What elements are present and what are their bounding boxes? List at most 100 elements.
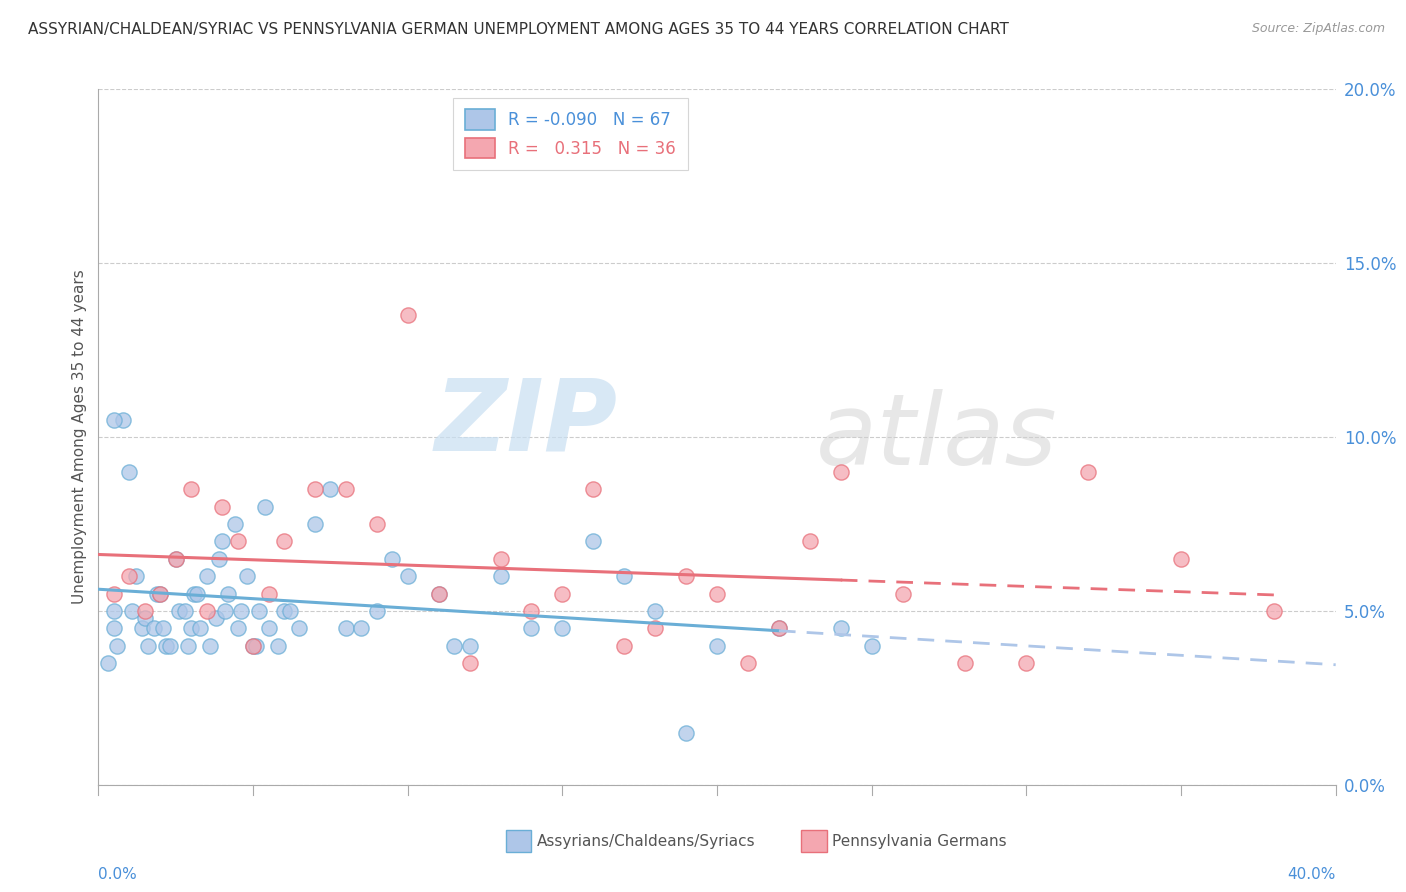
Point: [245, 639, 267, 653]
Point: [278, 604, 301, 618]
Point: [799, 534, 821, 549]
Point: [226, 534, 249, 549]
Point: [458, 639, 481, 653]
Point: [131, 621, 153, 635]
Point: [143, 621, 166, 635]
Point: [190, 621, 212, 635]
Text: 40.0%: 40.0%: [1288, 867, 1336, 882]
Point: [1263, 604, 1285, 618]
Point: [1077, 465, 1099, 479]
Point: [1170, 551, 1192, 566]
Point: [211, 534, 233, 549]
Point: [149, 587, 172, 601]
Point: [124, 569, 146, 583]
Point: [149, 587, 172, 601]
Text: atlas: atlas: [815, 389, 1057, 485]
Point: [214, 604, 236, 618]
Point: [427, 587, 450, 601]
Point: [257, 621, 280, 635]
Point: [860, 639, 883, 653]
Point: [427, 587, 450, 601]
Point: [520, 621, 543, 635]
Text: Source: ZipAtlas.com: Source: ZipAtlas.com: [1251, 22, 1385, 36]
Point: [489, 551, 512, 566]
Point: [229, 604, 252, 618]
Point: [706, 587, 728, 601]
Point: [195, 604, 218, 618]
Point: [768, 621, 790, 635]
Point: [97, 657, 120, 671]
Point: [165, 551, 187, 566]
Point: [381, 551, 404, 566]
Point: [186, 587, 208, 601]
Point: [211, 500, 233, 514]
Point: [103, 621, 125, 635]
Point: [226, 621, 249, 635]
Point: [319, 482, 342, 496]
Point: [551, 587, 574, 601]
Point: [118, 569, 141, 583]
Point: [205, 611, 228, 625]
Point: [582, 534, 605, 549]
Point: [644, 604, 666, 618]
Y-axis label: Unemployment Among Ages 35 to 44 years: Unemployment Among Ages 35 to 44 years: [72, 269, 87, 605]
Point: [953, 657, 976, 671]
Point: [396, 569, 419, 583]
Text: ASSYRIAN/CHALDEAN/SYRIAC VS PENNSYLVANIA GERMAN UNEMPLOYMENT AMONG AGES 35 TO 44: ASSYRIAN/CHALDEAN/SYRIAC VS PENNSYLVANIA…: [28, 22, 1010, 37]
Point: [103, 587, 125, 601]
Point: [335, 621, 357, 635]
Point: [121, 604, 143, 618]
Point: [208, 551, 231, 566]
Text: Assyrians/Chaldeans/Syriacs: Assyrians/Chaldeans/Syriacs: [537, 834, 755, 848]
Point: [217, 587, 239, 601]
Point: [254, 500, 277, 514]
Point: [675, 726, 697, 740]
Point: [768, 621, 790, 635]
Point: [489, 569, 512, 583]
Point: [366, 604, 388, 618]
Point: [134, 611, 156, 625]
Point: [1015, 657, 1038, 671]
Point: [103, 604, 125, 618]
Point: [177, 639, 200, 653]
Point: [174, 604, 197, 618]
Point: [183, 587, 205, 601]
Text: ZIP: ZIP: [434, 375, 619, 472]
Point: [396, 309, 419, 323]
Point: [706, 639, 728, 653]
Point: [103, 412, 125, 426]
Point: [242, 639, 264, 653]
Point: [152, 621, 174, 635]
Point: [737, 657, 759, 671]
Point: [830, 621, 852, 635]
Point: [830, 465, 852, 479]
Point: [195, 569, 218, 583]
Point: [167, 604, 190, 618]
Point: [675, 569, 697, 583]
Point: [257, 587, 280, 601]
Point: [582, 482, 605, 496]
Point: [146, 587, 169, 601]
Point: [159, 639, 181, 653]
Point: [520, 604, 543, 618]
Point: [273, 604, 295, 618]
Point: [198, 639, 221, 653]
Point: [136, 639, 159, 653]
Point: [105, 639, 128, 653]
Point: [112, 412, 135, 426]
Point: [273, 534, 295, 549]
Point: [267, 639, 290, 653]
Text: 0.0%: 0.0%: [98, 867, 138, 882]
Point: [236, 569, 259, 583]
Point: [304, 516, 326, 531]
Point: [165, 551, 187, 566]
Point: [350, 621, 373, 635]
Point: [180, 621, 202, 635]
Point: [242, 639, 264, 653]
Point: [551, 621, 574, 635]
Point: [891, 587, 914, 601]
Point: [134, 604, 156, 618]
Point: [613, 569, 636, 583]
Point: [288, 621, 311, 635]
Point: [304, 482, 326, 496]
